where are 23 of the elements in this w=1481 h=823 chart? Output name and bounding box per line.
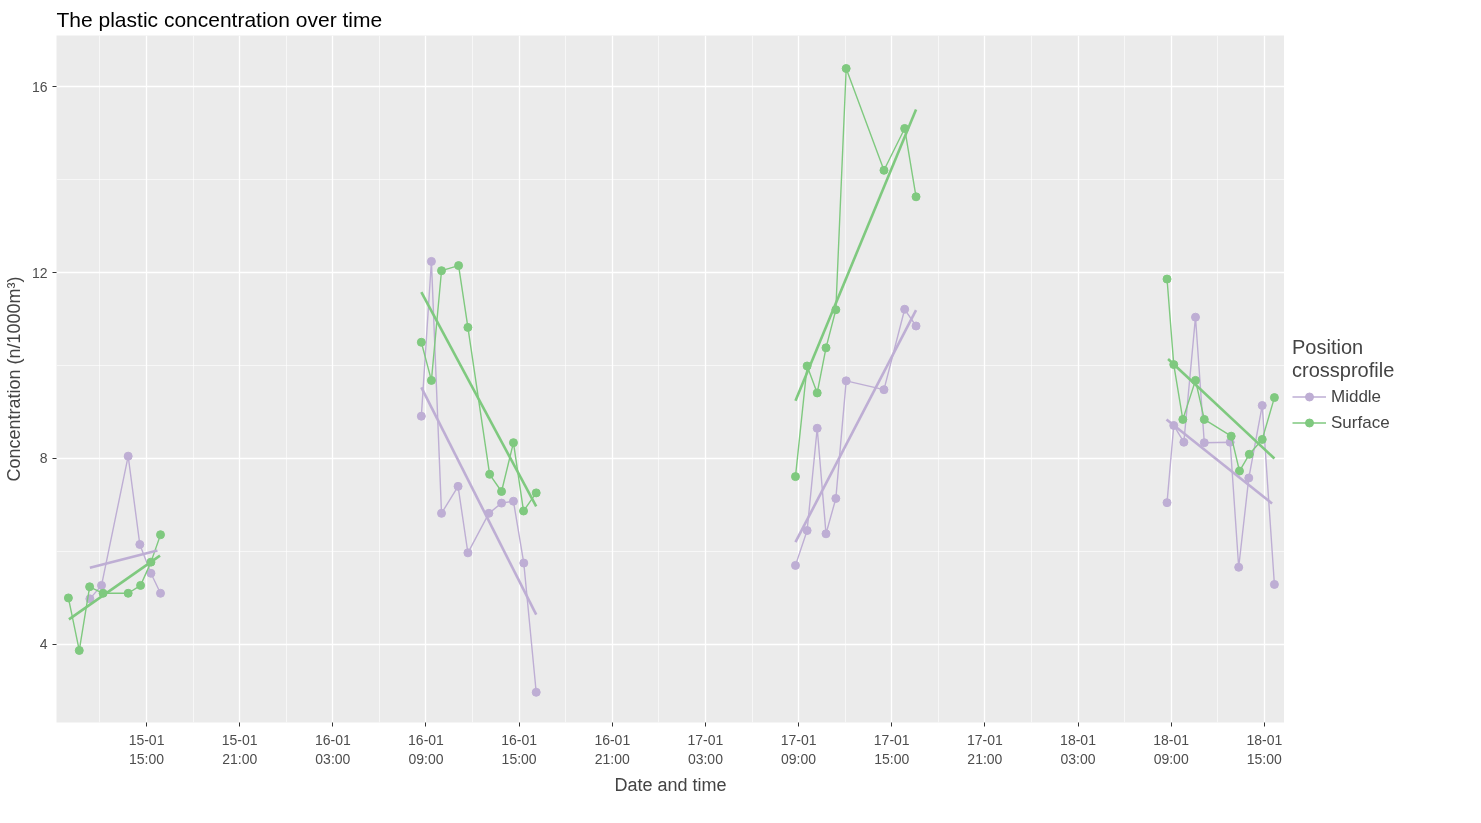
x-tick-label: 17-01 21:00 [966, 731, 1003, 767]
legend-title: Position crossprofile [1292, 335, 1395, 381]
x-tick-label: 17-01 03:00 [687, 731, 724, 767]
x-tick-label: 15-01 21:00 [221, 731, 258, 767]
y-axis-title: Concentration (n/1000m³) [3, 276, 24, 482]
y-tick-label: 8 [39, 450, 48, 467]
x-tick-label: 18-01 03:00 [1060, 731, 1097, 767]
y-tick-label: 12 [31, 264, 48, 281]
legend-label: Surface [1331, 412, 1390, 432]
x-tick-label: 16-01 03:00 [314, 731, 351, 767]
y-tick-label: 16 [31, 78, 48, 95]
x-tick-label: 18-01 15:00 [1246, 731, 1283, 767]
x-tick-label: 17-01 09:00 [780, 731, 817, 767]
x-tick-label: 16-01 21:00 [594, 731, 631, 767]
y-tick-label: 4 [39, 636, 48, 653]
x-tick-label: 16-01 15:00 [501, 731, 538, 767]
x-tick-label: 18-01 09:00 [1153, 731, 1190, 767]
chart-title: The plastic concentration over time [56, 7, 383, 31]
x-tick-label: 17-01 15:00 [873, 731, 910, 767]
x-tick-label: 16-01 09:00 [408, 731, 445, 767]
legend-label: Middle [1331, 386, 1382, 406]
x-tick-label: 15-01 15:00 [128, 731, 165, 767]
x-axis-title: Date and time [614, 774, 727, 795]
